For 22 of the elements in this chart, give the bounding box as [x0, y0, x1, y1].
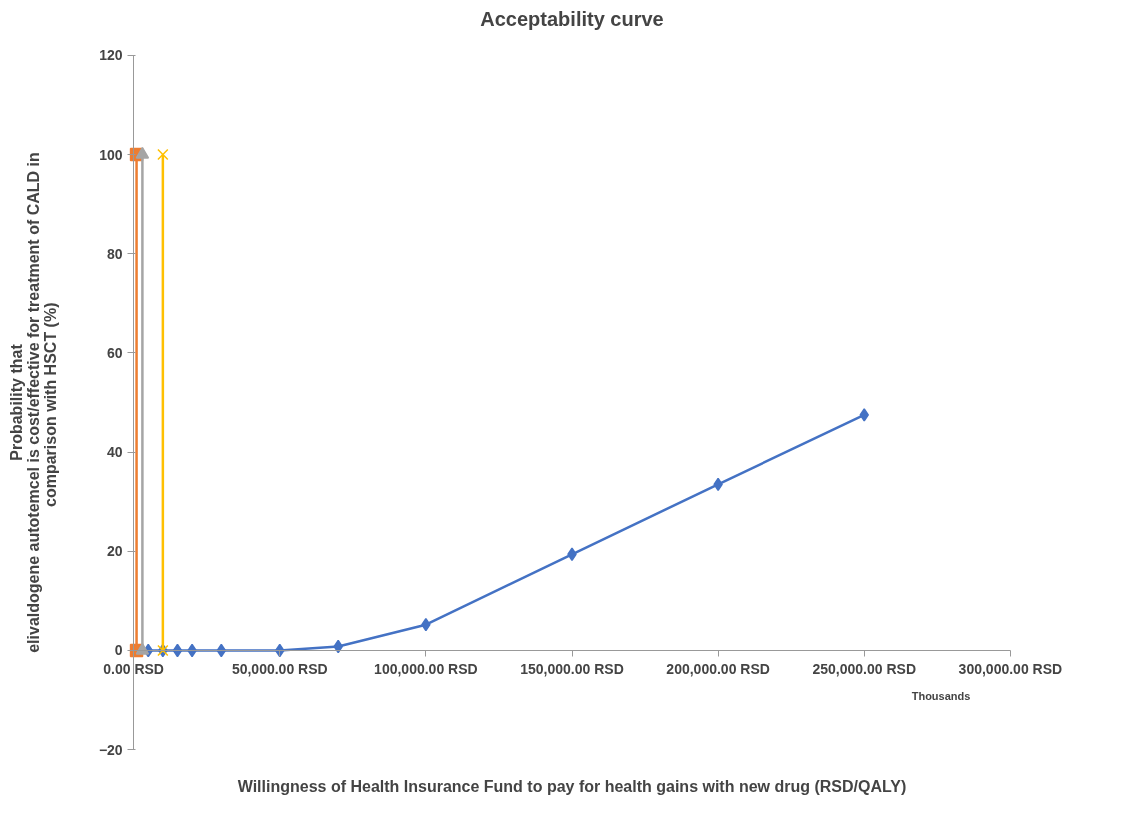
y-tick-label: −20: [98, 741, 123, 758]
x-tick-label: 300,000.00 RSD: [958, 661, 1063, 678]
x-tick-label: 200,000.00 RSD: [666, 661, 770, 678]
y-tick-label: 40: [107, 444, 123, 461]
x-tick-label: 150,000.00 RSD: [520, 661, 624, 678]
y-tick-label: 20: [107, 543, 123, 560]
y-tick-label: 100: [99, 146, 123, 163]
y-tick-label: 60: [107, 344, 123, 361]
point: [157, 148, 169, 161]
y-tick-label: 80: [107, 245, 123, 262]
y-tick-label: 120: [99, 47, 123, 64]
y-axis-title: Probability that elivaldogene autotemcel is cost/effective for treatment of CALD in comparison with HSCT (%): [7, 152, 59, 653]
x-tick-label: 50,000.00 RSD: [231, 661, 328, 678]
x-tick-label: 0.00 RSD: [103, 661, 164, 678]
point: [216, 643, 227, 658]
x-axis-title: Willingness of Health Insurance Fund to pay for health gains with new drug (RSD/QALY): [237, 777, 907, 795]
x-tick-label: 100,000.00 RSD: [374, 661, 478, 678]
x-tick-label: 250,000.00 RSD: [812, 661, 917, 678]
point: [859, 408, 869, 422]
annotation: Thousands: [911, 690, 971, 703]
chart-title: Acceptability curve: [480, 7, 664, 30]
y-tick-label: 0: [114, 642, 123, 659]
